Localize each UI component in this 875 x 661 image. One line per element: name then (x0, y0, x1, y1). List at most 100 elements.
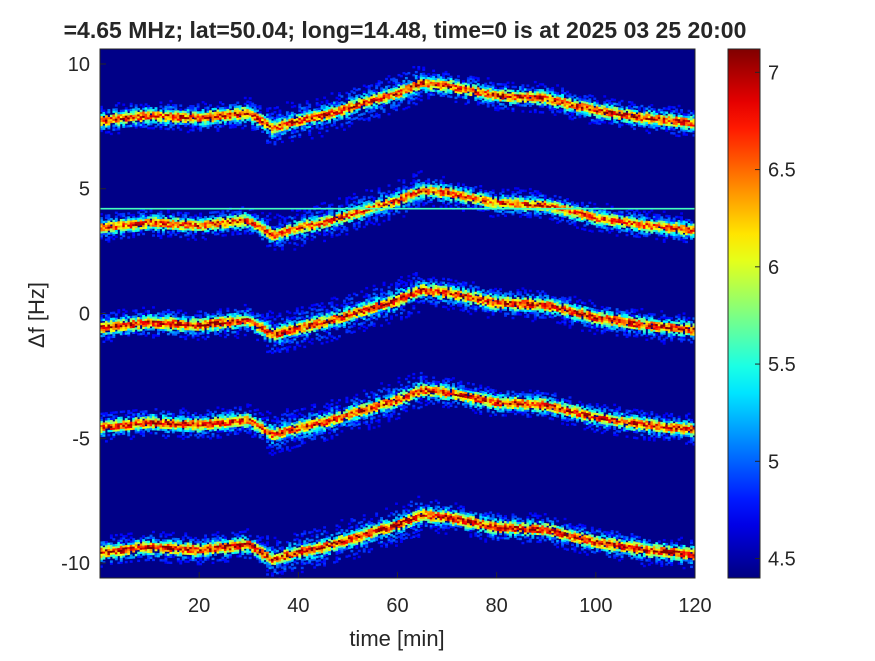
heatmap-cell (179, 429, 183, 432)
heatmap-cell (184, 114, 188, 118)
heatmap-cell (261, 229, 265, 233)
heatmap-cell (221, 318, 225, 321)
heatmap-cell (144, 109, 148, 112)
heatmap-cell (171, 551, 175, 555)
heatmap-cell (166, 326, 170, 330)
heatmap-cell (330, 104, 334, 107)
heatmap-cell (189, 326, 193, 329)
heatmap-cell (219, 214, 222, 217)
heatmap-cell (142, 111, 146, 114)
heatmap-cell (271, 136, 274, 139)
heatmap-cell (342, 102, 346, 105)
heatmap-cell (226, 215, 230, 219)
heatmap-cell (298, 332, 302, 336)
heatmap-cell (268, 240, 272, 243)
heatmap-cell (313, 548, 317, 551)
heatmap-cell (109, 116, 113, 120)
heatmap-cell (159, 533, 163, 536)
heatmap-cell (263, 321, 267, 324)
heatmap-cell (216, 545, 220, 548)
heatmap-cell (298, 547, 302, 550)
heatmap-cell (223, 106, 227, 110)
heatmap-cell (271, 566, 274, 569)
heatmap-cell (122, 232, 126, 236)
heatmap-cell (149, 120, 153, 124)
heatmap-cell (174, 223, 178, 226)
heatmap-cell (181, 536, 185, 539)
heatmap-cell (142, 322, 146, 326)
heatmap-cell (204, 114, 208, 118)
heatmap-cell (325, 406, 329, 410)
heatmap-cell (300, 224, 304, 227)
heatmap-cell (335, 405, 339, 409)
heatmap-cell (149, 314, 153, 317)
heatmap-cell (164, 436, 168, 439)
heatmap-cell (204, 542, 208, 545)
heatmap-cell (313, 423, 317, 426)
heatmap-cell (223, 421, 227, 425)
heatmap-cell (166, 115, 170, 119)
heatmap-cell (276, 543, 279, 547)
heatmap-cell (313, 110, 317, 114)
heatmap-cell (328, 328, 331, 331)
heatmap-cell (209, 227, 212, 230)
heatmap-cell (325, 420, 329, 424)
heatmap-cell (209, 539, 212, 543)
heatmap-cell (184, 110, 188, 114)
heatmap-cell (221, 324, 225, 327)
heatmap-cell (303, 325, 307, 329)
heatmap-cell (340, 109, 344, 112)
heatmap-cell (206, 427, 210, 430)
heatmap-cell (154, 107, 158, 110)
heatmap-cell (171, 225, 175, 228)
heatmap-cell (139, 551, 143, 554)
heatmap-cell (114, 423, 118, 426)
heatmap-cell (251, 327, 255, 331)
heatmap-cell (345, 201, 349, 204)
heatmap-cell (122, 109, 126, 112)
heatmap-cell (112, 319, 116, 323)
heatmap-cell (132, 112, 136, 115)
heatmap-cell (325, 117, 329, 121)
heatmap-cell (340, 324, 344, 327)
heatmap-cell (340, 544, 344, 548)
heatmap-cell (305, 553, 309, 557)
heatmap-cell (347, 294, 351, 297)
heatmap-cell (241, 417, 245, 421)
heatmap-cell (209, 327, 212, 330)
heatmap-cell (328, 550, 331, 554)
heatmap-cell (104, 226, 108, 229)
heatmap-cell (305, 223, 309, 226)
heatmap-cell (228, 114, 232, 117)
heatmap-cell (107, 316, 111, 319)
heatmap-cell (164, 557, 168, 560)
heatmap-cell (315, 217, 319, 220)
heatmap-cell (278, 440, 282, 443)
heatmap-cell (184, 112, 188, 116)
heatmap-cell (127, 548, 131, 552)
heatmap-cell (129, 321, 133, 325)
heatmap-cell (184, 116, 188, 120)
heatmap-cell (283, 436, 287, 440)
heatmap-cell (211, 323, 215, 326)
heatmap-cell (176, 231, 180, 234)
heatmap-cell (300, 107, 304, 110)
heatmap-cell (147, 552, 150, 556)
heatmap-cell (330, 319, 334, 322)
heatmap-cell (127, 411, 131, 415)
heatmap-cell (169, 109, 173, 113)
heatmap-cell (124, 552, 128, 556)
heatmap-cell (206, 417, 210, 420)
heatmap-cell (216, 322, 220, 326)
heatmap-cell (119, 533, 123, 536)
heatmap-cell (206, 231, 210, 235)
heatmap-cell (129, 421, 133, 425)
heatmap-cell (124, 548, 128, 552)
heatmap-cell (102, 430, 106, 433)
heatmap-cell (147, 115, 150, 118)
heatmap-cell (117, 225, 121, 228)
heatmap-cell (132, 538, 136, 541)
heatmap-cell (347, 206, 351, 209)
heatmap-cell (253, 553, 257, 557)
heatmap-cell (119, 324, 123, 328)
